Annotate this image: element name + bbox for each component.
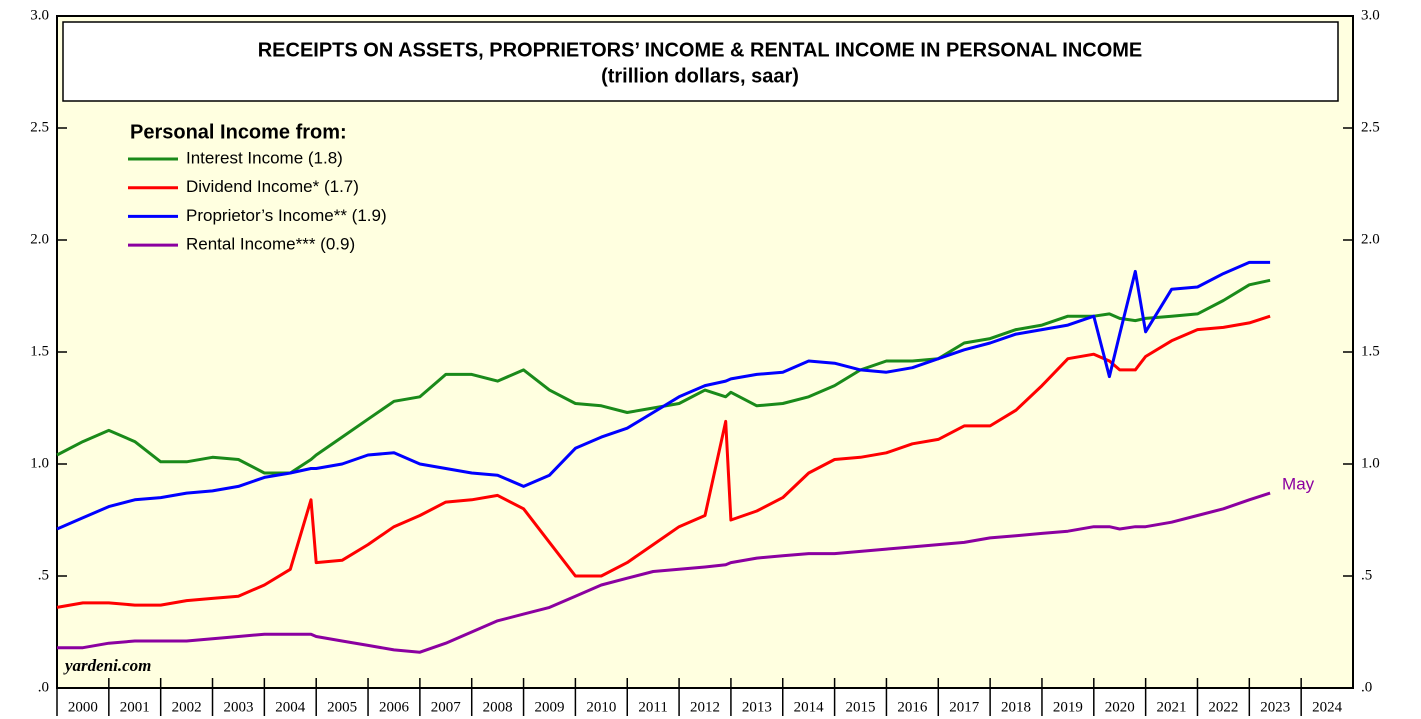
x-tick-label: 2022 bbox=[1208, 699, 1238, 715]
x-tick-label: 2021 bbox=[1157, 699, 1187, 715]
x-tick-label: 2004 bbox=[275, 699, 306, 715]
y2-tick-label: .0 bbox=[1361, 679, 1372, 695]
x-tick-label: 2014 bbox=[794, 699, 825, 715]
x-tick-label: 2006 bbox=[379, 699, 410, 715]
y2-tick-label: 2.0 bbox=[1361, 231, 1380, 247]
source: yardeni.com bbox=[63, 656, 151, 675]
x-tick-label: 2000 bbox=[68, 699, 98, 715]
annotation: May bbox=[1282, 475, 1315, 494]
x-tick-label: 2009 bbox=[534, 699, 564, 715]
legend-title: Personal Income from: bbox=[130, 121, 347, 143]
x-tick-label: 2015 bbox=[846, 699, 876, 715]
legend-label: Interest Income (1.8) bbox=[186, 148, 343, 167]
x-tick-label: 2003 bbox=[223, 699, 253, 715]
title-box bbox=[62, 21, 1339, 102]
x-tick-label: 2011 bbox=[638, 699, 667, 715]
y-tick-label: 1.5 bbox=[30, 343, 49, 359]
y2-tick-label: .5 bbox=[1361, 567, 1372, 583]
x-tick-label: 2012 bbox=[690, 699, 720, 715]
x-tick-label: 2018 bbox=[1001, 699, 1031, 715]
y-tick-label: .5 bbox=[38, 567, 49, 583]
x-tick-label: 2008 bbox=[483, 699, 513, 715]
x-tick-label: 2017 bbox=[949, 699, 980, 715]
plot-area bbox=[56, 15, 1354, 689]
y-tick-label: 3.0 bbox=[30, 7, 49, 23]
y2-tick-label: 1.5 bbox=[1361, 343, 1380, 359]
y-tick-label: 2.0 bbox=[30, 231, 49, 247]
x-tick-label: 2023 bbox=[1260, 699, 1290, 715]
chart-subtitle: (trillion dollars, saar) bbox=[601, 65, 799, 87]
y-tick-label: 1.0 bbox=[30, 455, 49, 471]
x-tick-label: 2005 bbox=[327, 699, 357, 715]
x-tick-label: 2020 bbox=[1105, 699, 1135, 715]
y-tick-label: 2.5 bbox=[30, 119, 49, 135]
x-tick-label: 2019 bbox=[1053, 699, 1083, 715]
legend-label: Dividend Income* (1.7) bbox=[186, 177, 359, 196]
chart-title: RECEIPTS ON ASSETS, PROPRIETORS’ INCOME … bbox=[258, 39, 1143, 61]
x-tick-label: 2010 bbox=[586, 699, 616, 715]
series-line bbox=[56, 260, 1271, 531]
y2-tick-label: 1.0 bbox=[1361, 455, 1380, 471]
legend-label: Proprietor’s Income** (1.9) bbox=[186, 206, 387, 225]
legend-label: Rental Income*** (0.9) bbox=[186, 235, 355, 254]
y-tick-label: .0 bbox=[38, 679, 49, 695]
series-line bbox=[56, 278, 1271, 475]
x-tick-label: 2024 bbox=[1312, 699, 1343, 715]
y2-tick-label: 3.0 bbox=[1361, 7, 1380, 23]
y2-tick-label: 2.5 bbox=[1361, 119, 1380, 135]
series-line bbox=[57, 491, 1271, 654]
x-tick-label: 2007 bbox=[431, 699, 462, 715]
x-tick-label: 2013 bbox=[742, 699, 772, 715]
x-tick-label: 2001 bbox=[120, 699, 150, 715]
x-tick-label: 2002 bbox=[172, 699, 202, 715]
series-line bbox=[56, 314, 1271, 609]
x-tick-label: 2016 bbox=[897, 699, 928, 715]
